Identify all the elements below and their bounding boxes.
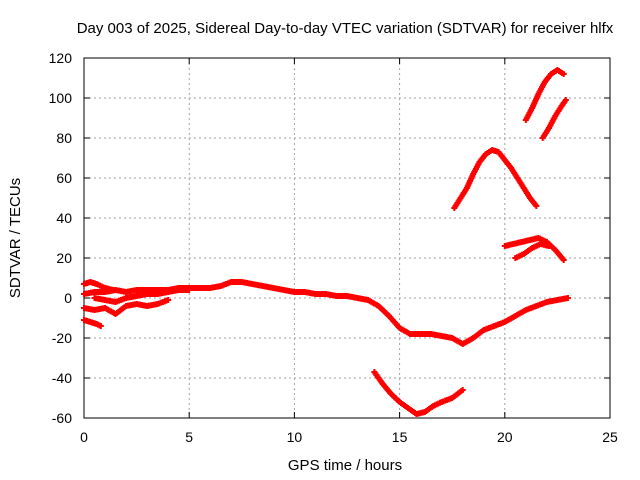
plus-marker (533, 203, 540, 209)
plus-marker (545, 243, 552, 249)
series-early-branch-mid (91, 287, 193, 305)
y-tick-label: 20 (56, 250, 72, 266)
series-pos-high-lower (539, 97, 569, 141)
x-tick-label: 20 (497, 429, 513, 445)
plus-marker (97, 323, 104, 329)
x-tick-label: 0 (80, 429, 88, 445)
y-tick-label: -20 (52, 330, 72, 346)
x-tick-label: 5 (185, 429, 193, 445)
plus-marker (186, 287, 193, 293)
series-pos-arc (451, 147, 540, 211)
plus-marker (110, 287, 117, 293)
y-tick-label: 60 (56, 170, 72, 186)
x-tick-label: 15 (392, 429, 408, 445)
plot-frame (83, 57, 611, 419)
series-pos-mid-upper (501, 235, 567, 263)
y-tick-label: -60 (52, 410, 72, 426)
plus-marker (560, 71, 567, 77)
plus-marker (165, 297, 172, 303)
axis-ticks: 0 5 10 15 20 25 -60 -40 -20 0 20 40 60 80 100 120 (49, 50, 618, 445)
plus-marker (560, 257, 567, 263)
chart-title: Day 003 of 2025, Sidereal Day-to-day VTE… (77, 20, 614, 37)
y-axis-label: SDTVAR / TECUs (7, 178, 24, 298)
y-tick-label: 40 (56, 210, 72, 226)
series-early-branch-down (81, 297, 172, 317)
plus-marker (562, 97, 569, 103)
series-pos-mid-lower (512, 241, 552, 261)
x-tick-label: 10 (287, 429, 303, 445)
y-tick-label: 0 (64, 290, 72, 306)
y-tick-label: 80 (56, 130, 72, 146)
plus-marker (459, 387, 466, 393)
gridlines (84, 58, 610, 418)
y-tick-label: -40 (52, 370, 72, 386)
series-early-branch-up (81, 279, 117, 293)
series-pos-high-upper (522, 67, 567, 123)
series-neg-arc (371, 369, 466, 417)
data-points (81, 67, 571, 417)
y-tick-label: 120 (49, 50, 73, 66)
series-early-dip (81, 317, 104, 329)
plus-marker (564, 295, 571, 301)
x-axis-label: GPS time / hours (288, 457, 402, 474)
y-tick-label: 100 (49, 90, 73, 106)
series-main-track (81, 279, 571, 347)
x-tick-label: 25 (602, 429, 618, 445)
